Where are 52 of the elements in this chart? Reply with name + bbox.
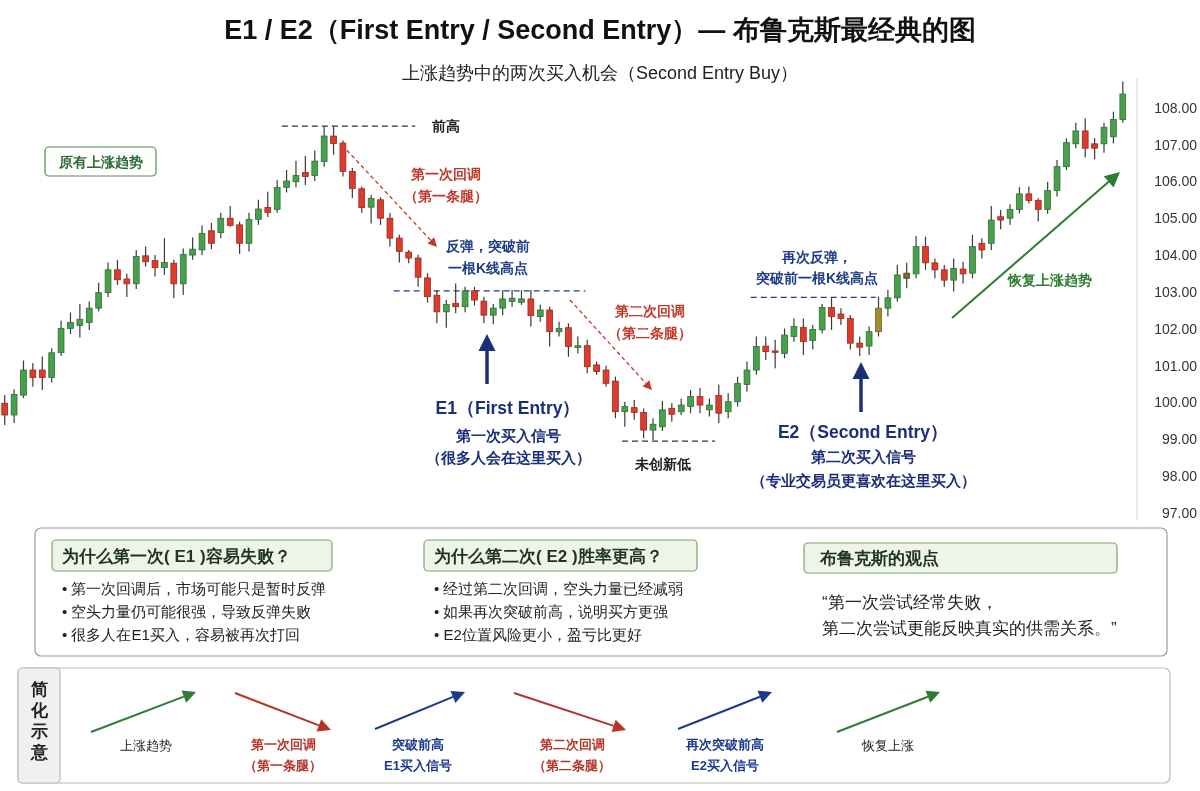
annotation: 第二次买入信号 xyxy=(809,448,916,465)
y-tick-label: 101.00 xyxy=(1154,357,1198,374)
annotation: E2（Second Entry） xyxy=(777,422,949,442)
y-tick-label: 100.00 xyxy=(1154,394,1198,411)
ref-line-label: 反弹，突破前一根K线高点 xyxy=(445,238,530,276)
annotation: 原有上涨趋势 xyxy=(57,154,143,170)
chart-subtitle: 上涨趋势中的两次买入机会（Second Entry Buy） xyxy=(401,63,799,83)
text: （第一条腿） xyxy=(244,758,322,773)
y-tick-label: 102.00 xyxy=(1154,320,1198,337)
y-tick-label: 107.00 xyxy=(1154,136,1198,153)
text: “第一次尝试经常失败， xyxy=(822,593,998,612)
text: • 经过第二次回调，空头力量已经减弱 xyxy=(434,580,684,597)
text: • 空头力量仍可能很强，导致反弹失败 xyxy=(62,603,312,620)
annotation: （第二条腿） xyxy=(608,325,692,341)
annotation: 第一次买入信号 xyxy=(454,427,561,444)
text: （第二条腿） xyxy=(533,758,611,773)
y-tick-label: 103.00 xyxy=(1154,283,1198,300)
annotation: （很多人会在这里买入） xyxy=(425,449,591,466)
ref-line-label: 未创新低 xyxy=(634,456,691,472)
text: 简化示意 xyxy=(29,680,49,762)
text: 为什么第一次( E1 )容易失败？ xyxy=(62,547,291,566)
text: • 很多人在E1买入，容易被再次打回 xyxy=(62,626,300,643)
text: E1买入信号 xyxy=(384,758,452,773)
y-tick-label: 104.00 xyxy=(1154,247,1198,264)
text: 突破前高 xyxy=(391,737,444,752)
annotation: E1（First Entry） xyxy=(435,398,581,418)
text: 上涨趋势 xyxy=(120,738,172,753)
text: • 第一次回调后，市场可能只是暂时反弹 xyxy=(62,580,327,597)
text: 第二次尝试更能反映真实的供需关系。” xyxy=(822,619,1117,638)
text: 再次突破前高 xyxy=(685,737,764,752)
text: 为什么第二次( E2 )胜率更高？ xyxy=(434,547,663,566)
text: • E2位置风险更小，盈亏比更好 xyxy=(434,626,642,643)
y-tick-label: 98.00 xyxy=(1161,468,1198,485)
text: 恢复上涨 xyxy=(861,738,914,753)
y-tick-label: 99.00 xyxy=(1161,431,1198,448)
ref-line-label: 前高 xyxy=(431,118,460,134)
text: 第一次回调 xyxy=(249,737,316,752)
annotation: （专业交易员更喜欢在这里买入） xyxy=(750,472,976,489)
y-tick-label: 108.00 xyxy=(1154,99,1198,116)
ref-line-label: 再次反弹，突破前一根K线高点 xyxy=(754,249,879,286)
text: • 如果再次突破前高，说明买方更强 xyxy=(434,603,669,620)
y-tick-label: 105.00 xyxy=(1154,210,1198,227)
annotation: 第一次回调 xyxy=(410,166,481,182)
y-tick-label: 97.00 xyxy=(1161,505,1198,522)
y-tick-label: 106.00 xyxy=(1154,173,1198,190)
text: E2买入信号 xyxy=(691,758,759,773)
text: 第二次回调 xyxy=(538,737,605,752)
annotation: 第二次回调 xyxy=(614,303,685,319)
annotation: 恢复上涨趋势 xyxy=(1007,272,1092,288)
text: 布鲁克斯的观点 xyxy=(819,549,939,568)
chart-title: E1 / E2（First Entry / Second Entry）— 布鲁克斯最经典的图 xyxy=(224,15,976,45)
annotation: （第一条腿） xyxy=(404,188,488,204)
